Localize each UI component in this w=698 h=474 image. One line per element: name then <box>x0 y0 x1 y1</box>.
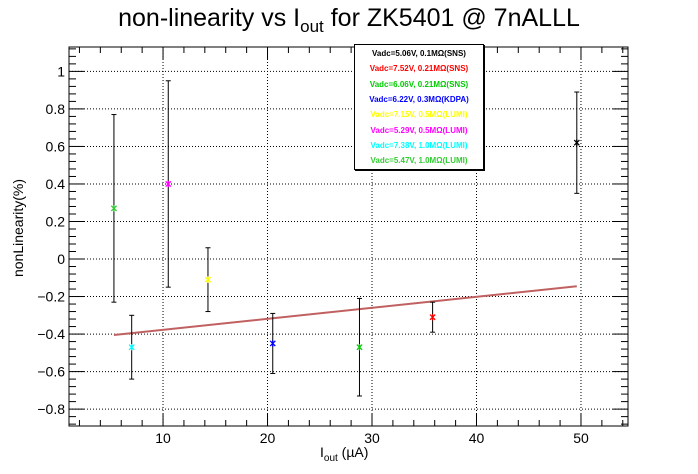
legend: Vadc=5.06V, 0.1MΩ(SNS) Vadc=7.52V, 0.21MΩ… <box>354 44 484 170</box>
data-point <box>429 313 436 321</box>
x-tick-label: 10 <box>155 430 171 446</box>
data-point <box>128 343 135 351</box>
y-tick-label: 0.2 <box>46 213 66 229</box>
data-point <box>204 276 212 283</box>
plot-frame <box>68 46 629 427</box>
legend-entry: Vadc=5.47V, 1.0MΩ(LUMI) <box>370 156 468 166</box>
y-axis-label: nonLinearity(%) <box>10 178 26 278</box>
legend-entry: Vadc=7.38V, 1.0MΩ(LUMI) <box>370 140 468 150</box>
y-tick-label: 1 <box>57 63 65 79</box>
legend-entry: Vadc=5.29V, 0.5MΩ(LUMI) <box>370 125 468 135</box>
data-point <box>165 180 172 188</box>
y-tick-label: −0.6 <box>37 364 65 380</box>
legend-entry: Vadc=6.06V, 0.21MΩ(SNS) <box>369 79 469 89</box>
x-tick-label: 20 <box>260 430 276 446</box>
y-tick-label: −0.8 <box>37 401 65 417</box>
y-tick-label: −0.4 <box>37 326 65 342</box>
legend-entry: Vadc=5.06V, 0.1MΩ(SNS) <box>372 49 466 58</box>
x-axis-label: Iout (µA) <box>320 444 369 464</box>
y-tick-label: 0.6 <box>46 138 66 154</box>
chart-title: non-linearity vs Iout for ZK5401 @ 7nALL… <box>118 4 580 36</box>
fit-line <box>113 285 577 336</box>
legend-entry: Vadc=7.15V, 0.5MΩ(LUMI) <box>370 110 468 120</box>
y-tick-label: 0.8 <box>46 101 66 117</box>
x-tick-label: 30 <box>364 430 380 446</box>
x-tick-label: 40 <box>469 430 485 446</box>
data-point <box>356 343 363 351</box>
data-point <box>573 139 580 146</box>
data-point <box>110 205 117 212</box>
legend-entry: Vadc=7.52V, 0.21MΩ(SNS) <box>369 64 469 74</box>
y-tick-label: 0 <box>57 251 65 267</box>
y-tick-label: −0.2 <box>37 289 65 305</box>
x-tick-label: 50 <box>573 430 589 446</box>
y-tick-label: 0.4 <box>46 176 66 192</box>
legend-entry: Vadc=6.22V, 0.3MΩ(KDPA) <box>369 94 469 104</box>
data-point <box>269 340 276 347</box>
